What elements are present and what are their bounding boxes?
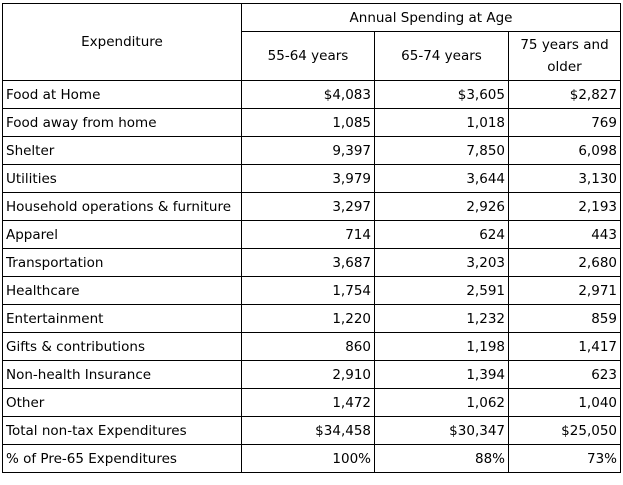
table-row: Apparel 714 624 443 (2, 220, 621, 249)
table-row: Total non-tax Expenditures $34,458 $30,347… (2, 416, 621, 445)
age-group-header: Annual Spending at Age (241, 3, 621, 32)
table-row: Entertainment 1,220 1,232 859 (2, 304, 621, 333)
row-label: Household operations & furniture (2, 192, 242, 221)
row-label: Food at Home (2, 80, 242, 109)
row-label: Non-health Insurance (2, 360, 242, 389)
column-header-55-64: 55-64 years (241, 31, 375, 81)
table-row: Shelter 9,397 7,850 6,098 (2, 136, 621, 165)
row-label: Shelter (2, 136, 242, 165)
table-row: % of Pre-65 Expenditures 100% 88% 73% (2, 444, 621, 473)
table-row: Household operations & furniture 3,297 2,9… (2, 192, 621, 221)
row-value: 1,220 (241, 304, 375, 333)
row-value: 1,232 (374, 304, 509, 333)
table-row: Food away from home 1,085 1,018 769 (2, 108, 621, 137)
row-value: 73% (508, 444, 621, 473)
row-value: 2,680 (508, 248, 621, 277)
row-value: 1,062 (374, 388, 509, 417)
row-value: 9,397 (241, 136, 375, 165)
row-value: 100% (241, 444, 375, 473)
table-row: Gifts & contributions 860 1,198 1,417 (2, 332, 621, 361)
row-value: $4,083 (241, 80, 375, 109)
row-value: 6,098 (508, 136, 621, 165)
row-value: 714 (241, 220, 375, 249)
table-row: Healthcare 1,754 2,591 2,971 (2, 276, 621, 305)
table-row: Utilities 3,979 3,644 3,130 (2, 164, 621, 193)
row-value: 1,085 (241, 108, 375, 137)
table-header: Expenditure Annual Spending at Age 55-64… (2, 3, 621, 81)
table-body: Food at Home $4,083 $3,605 $2,827 Food away … (2, 80, 621, 473)
row-value: 1,394 (374, 360, 509, 389)
row-value: $30,347 (374, 416, 509, 445)
row-value: $2,827 (508, 80, 621, 109)
row-value: 3,979 (241, 164, 375, 193)
row-value: 1,472 (241, 388, 375, 417)
row-value: 3,130 (508, 164, 621, 193)
row-value: 624 (374, 220, 509, 249)
row-label: Gifts & contributions (2, 332, 242, 361)
row-value: 1,018 (374, 108, 509, 137)
row-value: 7,850 (374, 136, 509, 165)
column-header-65-74: 65-74 years (374, 31, 509, 81)
row-value: 1,040 (508, 388, 621, 417)
header-row-columns: 55-64 years 65-74 years 75 years and old… (3, 31, 621, 81)
row-value: 769 (508, 108, 621, 137)
row-label: Apparel (2, 220, 242, 249)
row-value: 3,203 (374, 248, 509, 277)
row-label: Utilities (2, 164, 242, 193)
row-label: % of Pre-65 Expenditures (2, 444, 242, 473)
row-value: 2,910 (241, 360, 375, 389)
row-value: $34,458 (241, 416, 375, 445)
spending-table: Expenditure Annual Spending at Age 55-64… (2, 3, 621, 473)
row-value: 2,926 (374, 192, 509, 221)
table-row: Food at Home $4,083 $3,605 $2,827 (2, 80, 621, 109)
row-value: 443 (508, 220, 621, 249)
row-value: 3,297 (241, 192, 375, 221)
row-label: Healthcare (2, 276, 242, 305)
row-value: 2,591 (374, 276, 509, 305)
row-value: 2,193 (508, 192, 621, 221)
row-value: 88% (374, 444, 509, 473)
row-label: Other (2, 388, 242, 417)
row-value: 860 (241, 332, 375, 361)
row-value: $3,605 (374, 80, 509, 109)
header-row-top: Expenditure Annual Spending at Age (2, 3, 621, 81)
table-row: Other 1,472 1,062 1,040 (2, 388, 621, 417)
row-value: 623 (508, 360, 621, 389)
table-row: Non-health Insurance 2,910 1,394 623 (2, 360, 621, 389)
row-label: Food away from home (2, 108, 242, 137)
row-value: 3,644 (374, 164, 509, 193)
row-value: 3,687 (241, 248, 375, 277)
row-label: Entertainment (2, 304, 242, 333)
row-label: Transportation (2, 248, 242, 277)
row-value: 1,198 (374, 332, 509, 361)
row-value: 2,971 (508, 276, 621, 305)
row-value: 859 (508, 304, 621, 333)
table-row: Transportation 3,687 3,203 2,680 (2, 248, 621, 277)
column-header-75-plus: 75 years and older (508, 31, 621, 81)
row-value: 1,754 (241, 276, 375, 305)
row-label: Total non-tax Expenditures (2, 416, 242, 445)
expenditure-header: Expenditure (2, 3, 242, 81)
row-value: $25,050 (508, 416, 621, 445)
row-value: 1,417 (508, 332, 621, 361)
